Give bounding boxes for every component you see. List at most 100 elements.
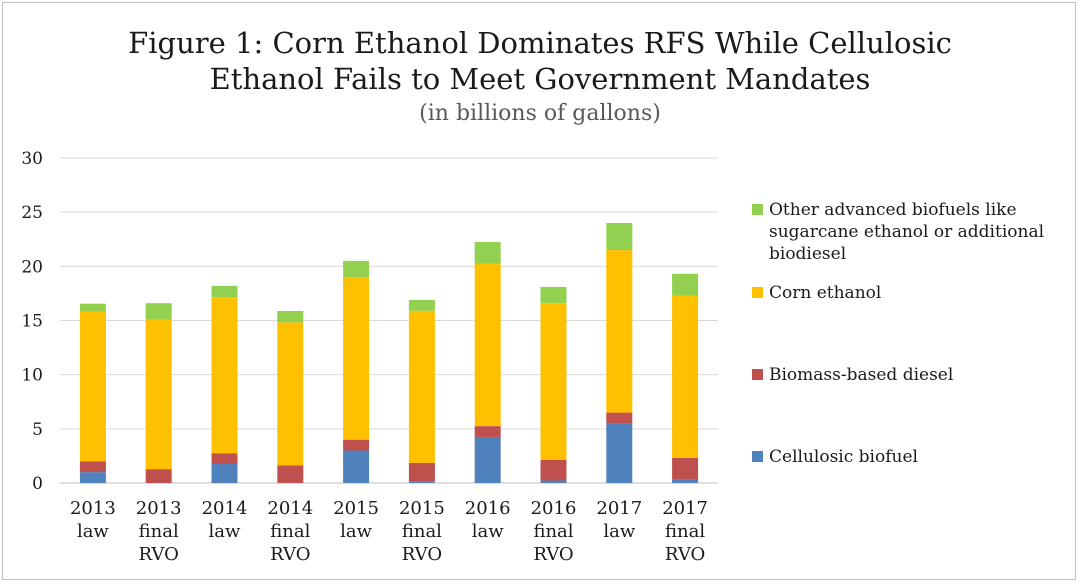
bar-segment-corn-6 xyxy=(474,263,501,427)
x-category-label: 2016 final RVO xyxy=(531,498,577,565)
bar-segment-other-5 xyxy=(408,299,435,311)
x-category-line: 2013 xyxy=(70,498,116,519)
x-category-line: 2016 xyxy=(531,498,577,519)
x-category-line: 2017 xyxy=(596,498,642,519)
x-category-line: RVO xyxy=(402,544,442,565)
x-category-label: 2014 law xyxy=(202,498,248,542)
x-category-line: 2014 xyxy=(267,498,313,519)
legend-swatch xyxy=(752,287,763,298)
bar-segment-cellulosic-8 xyxy=(606,423,633,483)
y-tick-label: 5 xyxy=(32,420,43,440)
x-category-line: law xyxy=(340,521,372,542)
bar-segment-cellulosic-5 xyxy=(408,481,435,483)
bar-segment-corn-4 xyxy=(343,277,370,440)
x-category-line: 2013 xyxy=(136,498,182,519)
bar-segment-other-2 xyxy=(211,285,238,298)
x-category-label: 2014 final RVO xyxy=(267,498,313,565)
bar-segment-other-6 xyxy=(474,241,501,264)
bar-segment-other-1 xyxy=(145,303,172,320)
chart-title-line-1: Figure 1: Corn Ethanol Dominates RFS Whi… xyxy=(128,26,952,60)
x-category-line: 2017 xyxy=(662,498,708,519)
x-category-line: final xyxy=(665,521,705,542)
y-tick-label: 0 xyxy=(32,474,43,494)
bar-segment-corn-7 xyxy=(540,303,567,460)
bar-segment-corn-2 xyxy=(211,297,238,454)
bar-segment-biomass-based-7 xyxy=(540,459,567,481)
bar-segment-cellulosic-2 xyxy=(211,464,238,483)
x-category-label: 2017 law xyxy=(596,498,642,542)
legend-item: Corn ethanol xyxy=(752,282,1079,304)
x-category-label: 2016 law xyxy=(465,498,511,542)
x-category-label: 2017 final RVO xyxy=(662,498,708,565)
x-category-label: 2013 law xyxy=(70,498,116,542)
legend-swatch xyxy=(752,204,763,215)
chart-subtitle: (in billions of gallons) xyxy=(419,101,661,126)
chart-title-line-2: Ethanol Fails to Meet Government Mandate… xyxy=(209,62,871,96)
x-category-label: 2015 law xyxy=(333,498,379,542)
bar-segment-biomass-based-6 xyxy=(474,426,501,437)
legend-item: Other advanced biofuels like sugarcane e… xyxy=(752,199,1079,265)
y-axis-ticks: 0 5 10 15 20 25 30 xyxy=(21,149,43,494)
bar-segment-cellulosic-0 xyxy=(79,472,106,483)
legend-label: Biomass-based diesel xyxy=(769,365,954,385)
bar-segment-biomass-based-2 xyxy=(211,453,238,465)
x-category-line: RVO xyxy=(270,544,310,565)
bar-segment-corn-8 xyxy=(606,250,633,413)
bar-segment-other-3 xyxy=(277,310,304,323)
x-category-line: 2015 xyxy=(333,498,379,519)
x-category-line: 2016 xyxy=(465,498,511,519)
legend-item: Cellulosic biofuel xyxy=(752,446,1079,468)
x-category-line: final xyxy=(533,521,573,542)
y-tick-label: 30 xyxy=(21,149,43,169)
y-tick-label: 15 xyxy=(21,312,43,332)
x-category-line: final xyxy=(270,521,310,542)
y-tick-label: 20 xyxy=(21,257,43,277)
x-category-line: final xyxy=(402,521,442,542)
x-category-label: 2015 final RVO xyxy=(399,498,445,565)
legend-swatch xyxy=(752,451,763,462)
bar-segment-other-7 xyxy=(540,286,567,304)
x-category-line: final xyxy=(139,521,179,542)
bar-segment-corn-9 xyxy=(672,295,699,458)
x-category-label: 2013 final RVO xyxy=(136,498,182,565)
bar-segment-biomass-based-4 xyxy=(343,439,370,451)
bar-segment-corn-1 xyxy=(145,319,172,470)
bar-segment-cellulosic-6 xyxy=(474,436,501,483)
legend-item: Biomass-based diesel xyxy=(752,364,1079,386)
legend-label: Cellulosic biofuel xyxy=(769,447,918,467)
x-category-line: law xyxy=(603,521,635,542)
x-category-line: RVO xyxy=(139,544,179,565)
bar-segment-biomass-based-5 xyxy=(408,462,435,482)
bar-segment-other-8 xyxy=(606,223,633,251)
y-tick-label: 25 xyxy=(21,203,43,223)
bar-segment-biomass-based-1 xyxy=(145,469,172,483)
x-category-line: law xyxy=(77,521,109,542)
x-category-line: 2014 xyxy=(202,498,248,519)
x-category-line: law xyxy=(209,521,241,542)
bar-segment-cellulosic-4 xyxy=(343,450,370,483)
bar-segment-other-9 xyxy=(672,273,699,296)
x-category-line: RVO xyxy=(533,544,573,565)
bar-segment-cellulosic-7 xyxy=(540,480,567,483)
legend-label: Corn ethanol xyxy=(769,283,882,303)
x-category-line: RVO xyxy=(665,544,705,565)
x-category-line: law xyxy=(472,521,504,542)
bar-segment-biomass-based-3 xyxy=(277,465,304,483)
x-category-line: 2015 xyxy=(399,498,445,519)
bar-segment-biomass-based-9 xyxy=(672,457,699,480)
y-tick-label: 10 xyxy=(21,366,43,386)
bar-segment-cellulosic-9 xyxy=(672,479,699,483)
bar-segment-corn-5 xyxy=(408,310,435,463)
legend-swatch xyxy=(752,369,763,380)
legend-label: Other advanced biofuels like sugarcane e… xyxy=(769,200,1045,264)
bar-segment-other-0 xyxy=(79,303,106,312)
bar-segment-corn-0 xyxy=(79,311,106,462)
bars xyxy=(79,223,699,483)
bar-segment-corn-3 xyxy=(277,322,304,466)
bar-segment-other-4 xyxy=(343,260,370,278)
bar-segment-biomass-based-8 xyxy=(606,412,633,424)
bar-segment-biomass-based-0 xyxy=(79,461,106,473)
